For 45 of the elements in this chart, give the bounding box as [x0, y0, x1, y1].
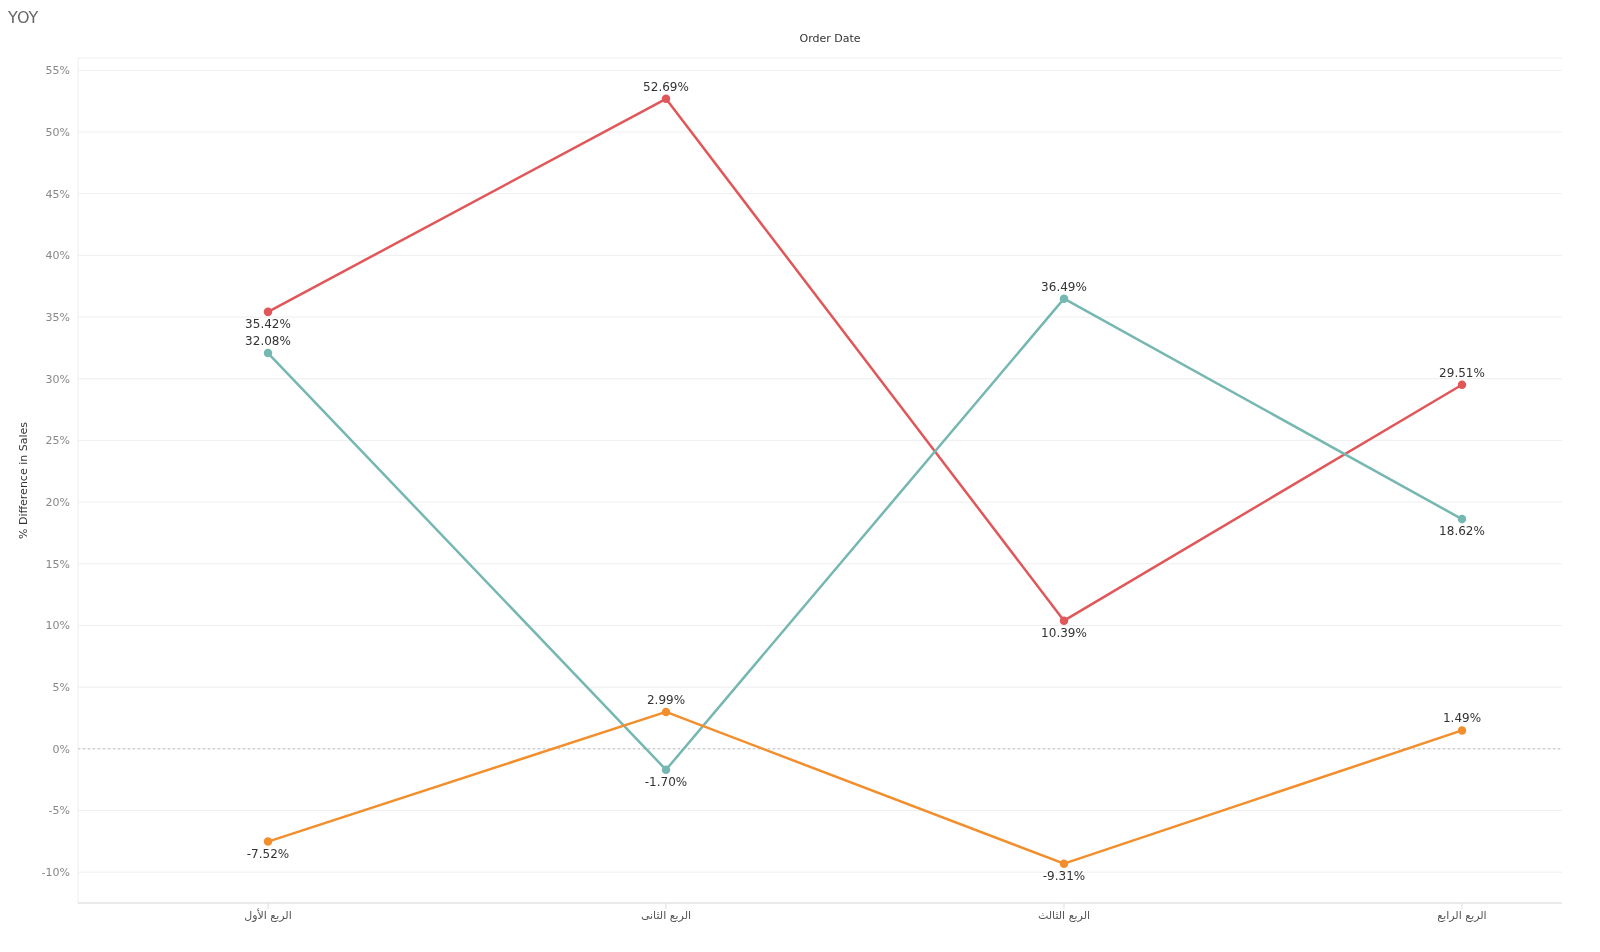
x-tick-label: الربع الثانى [640, 908, 692, 922]
data-label: 32.08% [245, 334, 291, 349]
data-label: 1.49% [1442, 711, 1482, 726]
x-tick-label: الربع الثالث [1037, 908, 1091, 922]
y-tick-label: 30% [45, 372, 70, 386]
y-tick-label: -5% [48, 804, 70, 818]
y-tick-label: 10% [45, 619, 70, 633]
point [661, 94, 671, 104]
data-label: -1.70% [644, 774, 688, 789]
y-axis-title: % Difference in Sales [16, 421, 30, 539]
y-tick-label: 5% [52, 681, 70, 695]
data-label: -9.31% [1042, 868, 1086, 883]
y-tick-label: 0% [52, 742, 70, 756]
data-label: 35.42% [245, 316, 291, 331]
y-tick-label: 20% [45, 495, 70, 509]
y-tick-label: 25% [45, 434, 70, 448]
point [1457, 514, 1467, 524]
y-tick-label: 55% [45, 64, 70, 78]
y-tick-label: 50% [45, 125, 70, 139]
y-tick-label: 40% [45, 249, 70, 263]
y-tick-label: 35% [45, 310, 70, 324]
x-tick-label: الربع الأول [244, 907, 292, 922]
data-label: 52.69% [643, 79, 689, 94]
point [263, 348, 273, 358]
y-tick-label: 15% [45, 557, 70, 571]
point [1457, 726, 1467, 735]
point [1059, 616, 1069, 625]
x-axis-title: Order Date [798, 32, 862, 47]
point [1059, 859, 1069, 868]
data-label: 2.99% [646, 692, 686, 707]
data-label: -7.52% [246, 846, 290, 861]
x-tick-label: الربع الرابع [1437, 908, 1487, 922]
point [661, 707, 671, 717]
point [263, 307, 273, 317]
point [1059, 294, 1069, 303]
data-label: 29.51% [1439, 365, 1485, 380]
data-label: 36.49% [1041, 279, 1087, 294]
data-label: 10.39% [1041, 625, 1087, 640]
data-label: 18.62% [1439, 524, 1485, 539]
chart-title: YOY [8, 8, 40, 29]
point [1457, 380, 1467, 390]
point [263, 837, 273, 846]
y-tick-label: -10% [41, 866, 70, 880]
y-tick-label: 45% [45, 187, 70, 201]
point [661, 765, 671, 775]
